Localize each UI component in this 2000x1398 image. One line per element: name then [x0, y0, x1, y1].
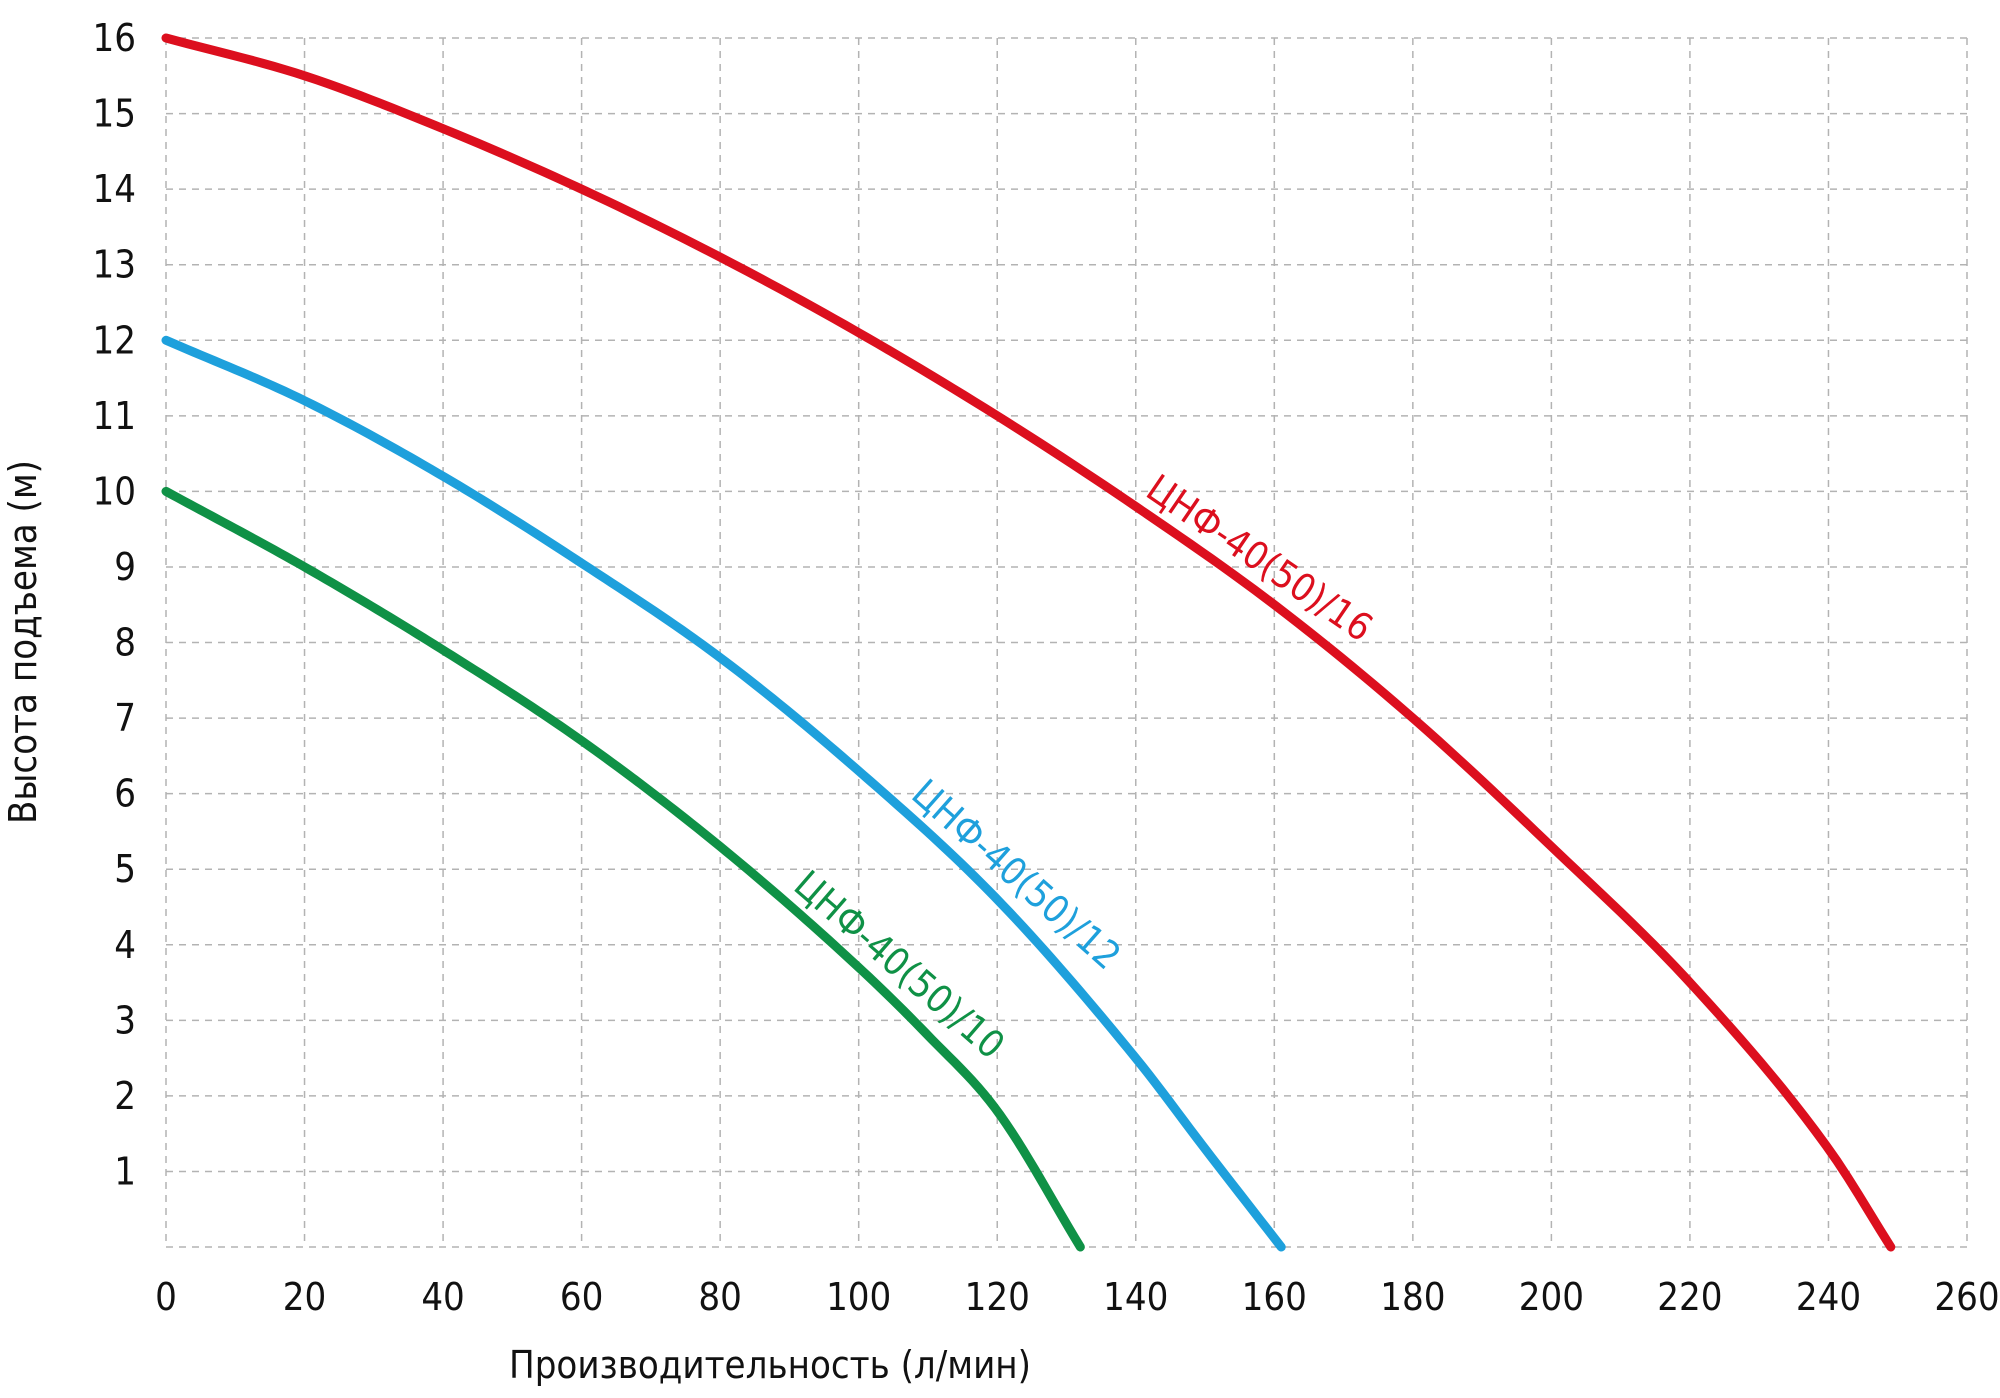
x-tick-label: 260	[1934, 1275, 1999, 1319]
y-tick-label: 16	[93, 16, 137, 60]
y-axis-title: Высота подъема (м)	[1, 460, 45, 824]
series-line-1	[161, 33, 1896, 1252]
x-tick-label: 40	[421, 1275, 465, 1319]
series-curves	[161, 33, 1896, 1252]
grid	[165, 37, 1968, 1248]
y-tick-label: 15	[93, 92, 137, 136]
x-axis-ticks: 0 20 40 60 80 100 120 140 160 180 200 220 240 260	[155, 1275, 2000, 1319]
x-tick-label: 160	[1242, 1275, 1307, 1319]
series-line-3	[161, 486, 1085, 1252]
x-tick-label: 80	[698, 1275, 742, 1319]
y-tick-label: 12	[93, 318, 137, 362]
y-tick-label: 4	[114, 923, 136, 967]
x-tick-label: 20	[283, 1275, 327, 1319]
x-tick-label: 220	[1657, 1275, 1722, 1319]
y-tick-label: 9	[114, 545, 136, 589]
y-tick-label: 3	[114, 998, 136, 1042]
series-label-2: ЦНФ-40(50)/12	[904, 771, 1130, 978]
y-tick-label: 13	[93, 243, 137, 287]
series-label-3: ЦНФ-40(50)/10	[786, 862, 1013, 1067]
x-axis-title: Производительность (л/мин)	[509, 1343, 1031, 1387]
y-tick-label: 14	[93, 167, 137, 211]
y-tick-label: 5	[114, 847, 136, 891]
x-tick-label: 180	[1380, 1275, 1445, 1319]
y-tick-label: 11	[93, 394, 137, 438]
series-label-1: ЦНФ-40(50)/16	[1139, 466, 1381, 650]
y-tick-label: 8	[114, 621, 136, 665]
x-tick-label: 100	[826, 1275, 891, 1319]
y-tick-label: 6	[114, 772, 136, 816]
y-tick-label: 7	[114, 696, 136, 740]
x-tick-label: 120	[965, 1275, 1030, 1319]
x-tick-label: 140	[1103, 1275, 1168, 1319]
x-tick-label: 240	[1796, 1275, 1861, 1319]
x-tick-label: 60	[560, 1275, 604, 1319]
series-line-2	[161, 335, 1286, 1252]
x-tick-label: 200	[1519, 1275, 1584, 1319]
y-tick-label: 1	[114, 1149, 136, 1193]
y-tick-label: 2	[114, 1074, 136, 1118]
y-tick-label: 10	[93, 469, 137, 513]
x-tick-label: 0	[155, 1275, 177, 1319]
